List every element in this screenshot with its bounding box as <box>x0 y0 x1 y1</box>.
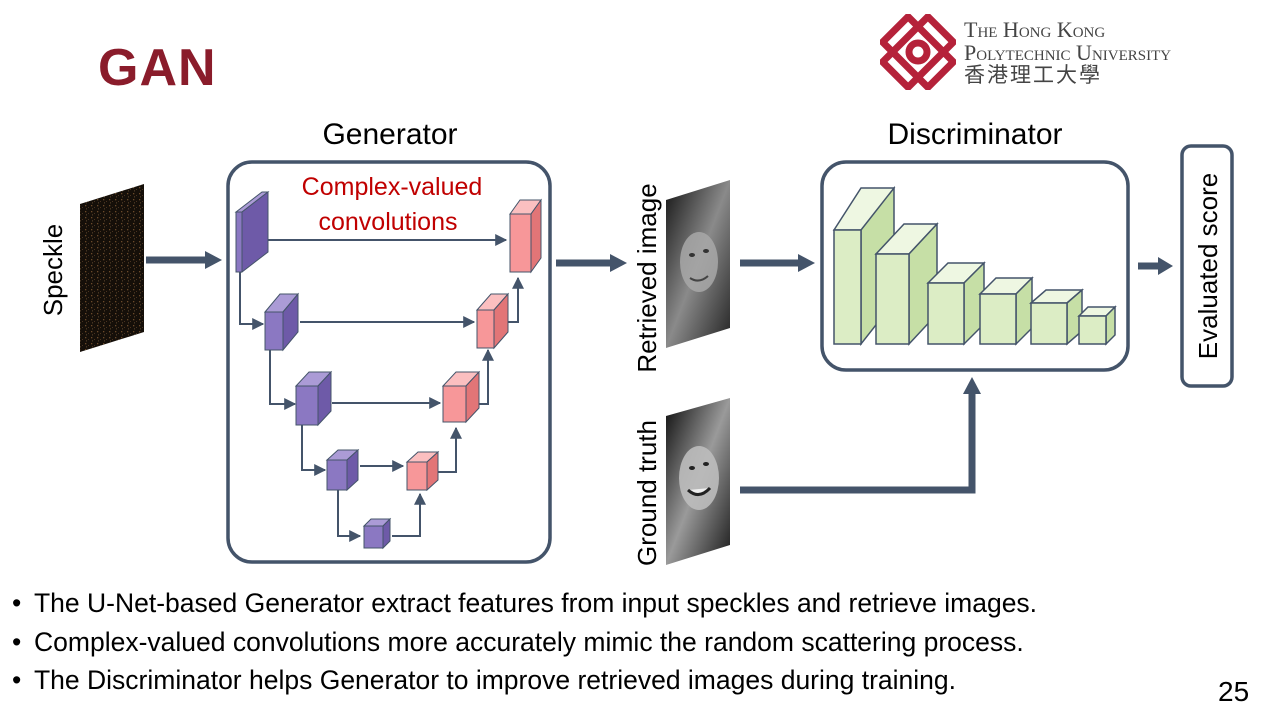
encoder-block-1 <box>234 190 270 274</box>
bullet-text: Complex-valued convolutions more accurat… <box>34 626 1024 657</box>
evaluated-score-box <box>1180 144 1234 388</box>
decoder-block-4 <box>509 198 542 274</box>
decoder-block-2 <box>441 370 481 424</box>
page-number: 25 <box>1218 676 1250 707</box>
up-path-4 <box>508 276 524 323</box>
discriminator-box <box>820 160 1130 372</box>
university-name: The Hong Kong Polytechnic University 香港理… <box>964 18 1171 87</box>
bottleneck-block <box>362 517 392 550</box>
arrow-ground-truth-to-discriminator <box>740 392 976 494</box>
down-path-2 <box>269 350 297 410</box>
retrieved-image-label: Retrieved image <box>632 183 662 372</box>
down-path-4 <box>337 490 362 542</box>
discriminator-label: Discriminator <box>887 118 1062 151</box>
university-name-line2: Polytechnic University <box>964 40 1172 65</box>
ground-truth-label: Ground truth <box>632 420 662 566</box>
discriminator-block-5 <box>1028 288 1085 346</box>
arrowhead-score <box>1158 257 1173 275</box>
university-name-line1: The Hong Kong <box>964 17 1106 42</box>
decoder-block-1 <box>405 450 440 492</box>
complex-conv-label-line2: convolutions <box>319 208 458 236</box>
bullet-item: • Complex-valued convolutions more accura… <box>12 626 1024 657</box>
discriminator-block-6 <box>1077 305 1117 346</box>
arrowhead-retrieved <box>798 254 815 272</box>
discriminator-block-3 <box>926 261 986 346</box>
university-name-chinese: 香港理工大學 <box>964 63 1102 87</box>
encoder-block-4 <box>325 448 360 492</box>
speckle-label: Speckle <box>38 224 68 317</box>
encoder-block-3 <box>294 370 333 427</box>
bullet-item: • The U-Net-based Generator extract featu… <box>12 588 1038 618</box>
arrowhead-generator <box>610 254 627 272</box>
decoder-block-3 <box>475 292 510 350</box>
evaluated-score-label: Evaluated score <box>1193 173 1223 359</box>
arrowhead-ground-truth <box>963 377 981 394</box>
down-path-3 <box>301 425 327 476</box>
encoder-block-2 <box>263 292 300 352</box>
discriminator-block-4 <box>978 276 1034 346</box>
complex-conv-label-line1: Complex-valued <box>302 173 483 201</box>
university-logo <box>880 14 956 90</box>
generator-label: Generator <box>322 118 457 151</box>
bullet-text: The Discriminator helps Generator to imp… <box>34 665 957 695</box>
arrowhead-speckle <box>205 251 222 269</box>
generator-box <box>226 160 552 564</box>
down-path-1 <box>239 272 265 330</box>
speckle-image <box>80 184 144 352</box>
bullet-text: The U-Net-based Generator extract featur… <box>34 588 1038 618</box>
up-path-1 <box>392 492 426 537</box>
slide-title: GAN <box>98 39 217 97</box>
retrieved-image <box>666 180 730 348</box>
ground-truth-image <box>666 398 730 565</box>
bullet-list: • The U-Net-based Generator extract featu… <box>12 588 1272 704</box>
bullet-item: • The Discriminator helps Generator to im… <box>12 665 957 695</box>
up-path-2 <box>436 426 462 473</box>
gan-diagram: Speckle Generator Complex-valued convolu… <box>38 118 1234 566</box>
